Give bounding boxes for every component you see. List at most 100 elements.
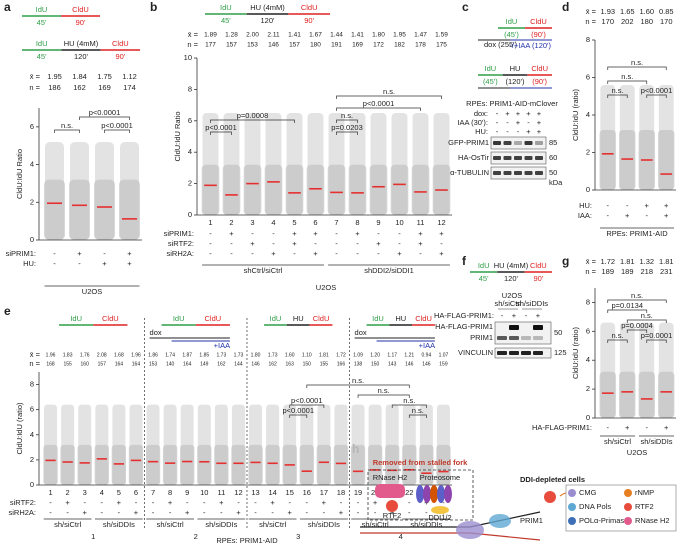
mean-prefix: x̄ =	[30, 350, 41, 359]
proteasome-ring	[444, 485, 452, 503]
condition-mark: -	[203, 508, 206, 517]
timeline-time: 90'	[304, 16, 314, 25]
condition-mark: +	[645, 201, 650, 210]
condition-mark: +	[270, 498, 275, 507]
column-number: 4	[100, 488, 104, 497]
panel-letter: b	[150, 0, 157, 14]
mean-label: 1.89	[204, 32, 217, 39]
column-number: 5	[292, 218, 296, 227]
dot-cloud-core	[119, 179, 140, 240]
mean-label: 1.85	[199, 352, 209, 358]
condition-mark: +	[322, 498, 327, 507]
timeline-time: 45'	[37, 52, 47, 61]
dot-cloud-core	[658, 371, 675, 418]
condition-name: HA-FLAG-PRIM1:	[434, 311, 494, 320]
marker-label: 60	[549, 153, 557, 162]
legend-swatch	[568, 503, 576, 511]
condition-mark: +	[537, 127, 542, 136]
condition-mark: +	[418, 239, 423, 248]
condition-mark: -	[230, 249, 233, 258]
condition-name: siRTF2:	[168, 239, 194, 248]
mean-label: 1.60	[639, 7, 654, 16]
condition-mark: +	[536, 311, 541, 320]
timeline-label: HU (4mM)	[494, 261, 529, 270]
proteasome-ring	[423, 485, 431, 503]
condition-mark: -	[203, 498, 206, 507]
blot-band	[514, 141, 522, 145]
timeline-label: CldU	[415, 314, 432, 323]
condition-mark: +	[512, 311, 517, 320]
mean-label: 1.73	[217, 352, 227, 358]
mean-label: 1.95	[393, 32, 406, 39]
dot-cloud-core	[658, 130, 675, 190]
column-number: 17	[320, 488, 328, 497]
condition-name: IAA:	[578, 211, 592, 220]
condition-mark: -	[251, 229, 254, 238]
dox-label: dox (255')	[484, 40, 518, 49]
n-label: 160	[81, 361, 90, 367]
timeline-label: IdU	[484, 64, 496, 73]
column-number: 10	[200, 488, 208, 497]
condition-mark: -	[398, 239, 401, 248]
condition-mark: -	[357, 508, 360, 517]
blot-row-label: α-TUBULIN	[450, 168, 489, 177]
mean-label: 1.74	[165, 352, 175, 358]
significance-bracket	[607, 299, 667, 303]
n-label: 162	[268, 361, 277, 367]
n-label: 175	[436, 42, 447, 49]
group-number: 2	[194, 532, 198, 541]
column-number: 11	[417, 218, 425, 227]
mean-label: 1.96	[131, 352, 141, 358]
timeline-time: (120')	[506, 77, 525, 86]
group-label: sh/siDDIs	[516, 299, 548, 308]
blot-band	[535, 171, 543, 175]
condition-mark: +	[526, 109, 531, 118]
iaa-label: -/+IAA (120')	[509, 41, 551, 50]
group-label: sh/siCtrl	[494, 299, 521, 308]
significance-bracket	[607, 94, 628, 98]
diagram-label: RNase H2	[373, 473, 408, 482]
condition-mark: +	[313, 249, 318, 258]
condition-mark: -	[340, 498, 343, 507]
y-tick-label: 8	[586, 297, 590, 306]
group-label: sh/siCtrl	[604, 437, 631, 446]
column-number: 5	[117, 488, 121, 497]
column-number: 16	[303, 488, 311, 497]
mean-label: 1.28	[225, 32, 238, 39]
n-label: 144	[234, 361, 243, 367]
timeline-time: 45'	[37, 18, 47, 27]
significance-label: n.s.	[611, 331, 623, 340]
y-tick-label: 4	[586, 355, 590, 364]
timeline-label: IdU	[506, 17, 518, 26]
column-number: 11	[217, 488, 225, 497]
dot-cloud-core	[243, 164, 262, 215]
n-label: 146	[422, 361, 431, 367]
condition-mark: -	[288, 498, 291, 507]
condition-mark: +	[185, 508, 190, 517]
condition-mark: +	[664, 211, 669, 220]
blot-band	[535, 141, 543, 145]
mean-label: 1.07	[439, 352, 449, 358]
condition-mark: +	[537, 109, 542, 118]
condition-mark: -	[646, 423, 649, 432]
condition-mark: -	[506, 118, 509, 127]
condition-mark: -	[53, 249, 56, 258]
rtf2-icon	[544, 491, 556, 503]
n-prefix: n =	[187, 40, 198, 49]
timeline-label: IdU	[70, 314, 82, 323]
group-label: RPEs: PRIM1-AID	[606, 229, 668, 238]
condition-name: HA-FLAG-PRIM1:	[532, 423, 592, 432]
condition-mark: -	[440, 239, 443, 248]
n-label: 146	[405, 361, 414, 367]
dot-cloud-core	[44, 179, 65, 240]
significance-label: n.s.	[378, 386, 390, 395]
dot-cloud-core	[350, 444, 366, 485]
column-number: 6	[134, 488, 138, 497]
dot-cloud-core	[333, 444, 349, 485]
significance-bracket	[607, 66, 667, 70]
column-number: 22	[405, 488, 413, 497]
n-label: 164	[115, 361, 124, 367]
y-tick-label: 0	[188, 210, 192, 219]
significance-label: p<0.0001	[641, 86, 673, 95]
n-label: 157	[98, 361, 107, 367]
